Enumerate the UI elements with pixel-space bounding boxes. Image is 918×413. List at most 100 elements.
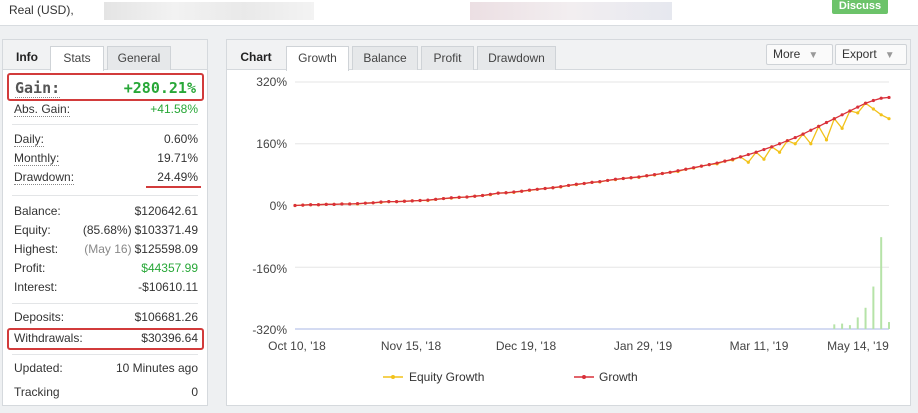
- growth-point: [817, 124, 821, 128]
- growth-point: [668, 170, 672, 174]
- equity-point: [840, 126, 844, 130]
- equity-series: [293, 101, 891, 208]
- legend-equity-label: Equity Growth: [409, 370, 484, 384]
- growth-point: [512, 190, 516, 194]
- equity-label: Equity:: [14, 223, 51, 237]
- growth-point: [637, 175, 641, 179]
- abs-gain-row: Abs. Gain: +41.58%: [12, 102, 198, 120]
- updated-row: Updated: 10 Minutes ago: [12, 361, 198, 379]
- withdrawals-value: $30396.64: [141, 331, 198, 345]
- growth-point: [621, 176, 625, 181]
- growth-point: [418, 198, 422, 203]
- monthly-row: Monthly: 19.71%: [12, 151, 198, 169]
- chevron-down-icon: ▼: [884, 50, 895, 61]
- highest-label: Highest:: [14, 242, 59, 256]
- growth-point: [707, 162, 711, 167]
- tab-stats[interactable]: Stats: [50, 46, 104, 71]
- y-tick-label: 0%: [270, 199, 288, 213]
- growth-point: [324, 202, 328, 206]
- export-label: Export: [842, 47, 877, 61]
- equity-value: $103371.49: [134, 223, 198, 237]
- tab-info[interactable]: Info: [16, 50, 38, 64]
- equity-percent: (85.68%): [82, 223, 132, 237]
- legend[interactable]: Equity Growth Growth: [383, 370, 638, 384]
- growth-point: [449, 196, 453, 200]
- growth-point: [770, 145, 774, 149]
- volume-bar: [833, 324, 836, 329]
- x-tick-label: Mar 11, '19: [730, 339, 789, 353]
- profit-row: Profit: $44357.99: [12, 261, 198, 279]
- growth-point: [613, 177, 618, 181]
- export-dropdown[interactable]: Export ▼: [835, 44, 907, 65]
- growth-point: [527, 188, 532, 192]
- deposits-value: $106681.26: [134, 310, 198, 324]
- growth-point: [785, 139, 789, 143]
- growth-point: [332, 202, 336, 206]
- tab-drawdown[interactable]: Drawdown: [477, 46, 556, 70]
- growth-point: [402, 199, 407, 203]
- daily-row: Daily: 0.60%: [12, 132, 198, 150]
- tab-profit[interactable]: Profit: [421, 46, 474, 70]
- volume-bar: [888, 322, 890, 329]
- growth-point: [496, 191, 500, 195]
- monthly-value: 19.71%: [157, 151, 198, 165]
- tab-general[interactable]: General: [107, 46, 171, 70]
- growth-point: [395, 200, 399, 204]
- x-axis-labels: Oct 10, '18 Nov 15, '18 Dec 19, '18 Jan …: [268, 339, 889, 353]
- divider: [12, 303, 198, 304]
- growth-point: [582, 181, 586, 186]
- equity-point: [762, 157, 766, 161]
- growth-point: [480, 193, 485, 198]
- discuss-button[interactable]: Discuss: [832, 0, 888, 14]
- growth-point: [590, 180, 594, 184]
- growth-point: [574, 182, 578, 186]
- growth-point: [543, 186, 547, 191]
- drawdown-underline: [146, 186, 201, 188]
- divider: [12, 124, 198, 125]
- divider: [12, 195, 198, 196]
- y-axis-labels: 320% 160% 0% -160% -320%: [252, 75, 287, 337]
- growth-point: [301, 203, 305, 207]
- x-tick-label: Dec 19, '18: [496, 339, 557, 353]
- balance-value: $120642.61: [134, 204, 198, 218]
- profit-value: $44357.99: [141, 261, 198, 275]
- growth-point: [754, 150, 758, 154]
- equity-point: [871, 107, 875, 111]
- x-tick-label: Oct 10, '18: [268, 339, 326, 353]
- drawdown-value: 24.49%: [157, 170, 198, 184]
- equity-point: [887, 117, 891, 121]
- deposits-label: Deposits:: [14, 310, 65, 324]
- growth-point: [457, 195, 461, 199]
- growth-point: [738, 155, 743, 159]
- equity-point: [809, 142, 813, 146]
- account-header: Real (USD), Discuss: [0, 0, 918, 26]
- growth-point: [309, 203, 313, 207]
- growth-point: [559, 184, 563, 189]
- equity-point: [824, 138, 829, 142]
- growth-point: [340, 202, 344, 206]
- growth-point: [566, 183, 571, 188]
- growth-point: [856, 105, 860, 109]
- abs-gain-label: Abs. Gain:: [14, 102, 71, 117]
- abs-gain-value: +41.58%: [150, 102, 198, 116]
- info-panel: Info Stats General Gain: +280.21% Abs. G…: [2, 39, 208, 406]
- growth-chart[interactable]: 320% 160% 0% -160% -320% Oct 10, '18 Nov…: [227, 70, 910, 405]
- withdrawals-row: Withdrawals: $30396.64: [12, 331, 198, 349]
- more-dropdown[interactable]: More ▼: [766, 44, 833, 65]
- volume-bar: [880, 237, 883, 329]
- volume-bar: [872, 286, 875, 329]
- growth-point: [715, 161, 719, 165]
- tab-growth[interactable]: Growth: [286, 46, 349, 71]
- redacted-region: [104, 2, 314, 20]
- equity-row: Equity: (85.68%) $103371.49: [12, 223, 198, 241]
- growth-point: [652, 173, 657, 177]
- growth-point: [684, 167, 688, 171]
- equity-point: [746, 160, 750, 164]
- growth-point: [848, 109, 852, 113]
- tab-balance[interactable]: Balance: [352, 46, 418, 70]
- x-tick-label: Nov 15, '18: [381, 339, 442, 353]
- growth-point: [465, 195, 469, 199]
- growth-point: [824, 120, 829, 125]
- volume-bar: [864, 307, 867, 329]
- chart-tabs: Chart Growth Balance Profit Drawdown Mor…: [227, 40, 910, 71]
